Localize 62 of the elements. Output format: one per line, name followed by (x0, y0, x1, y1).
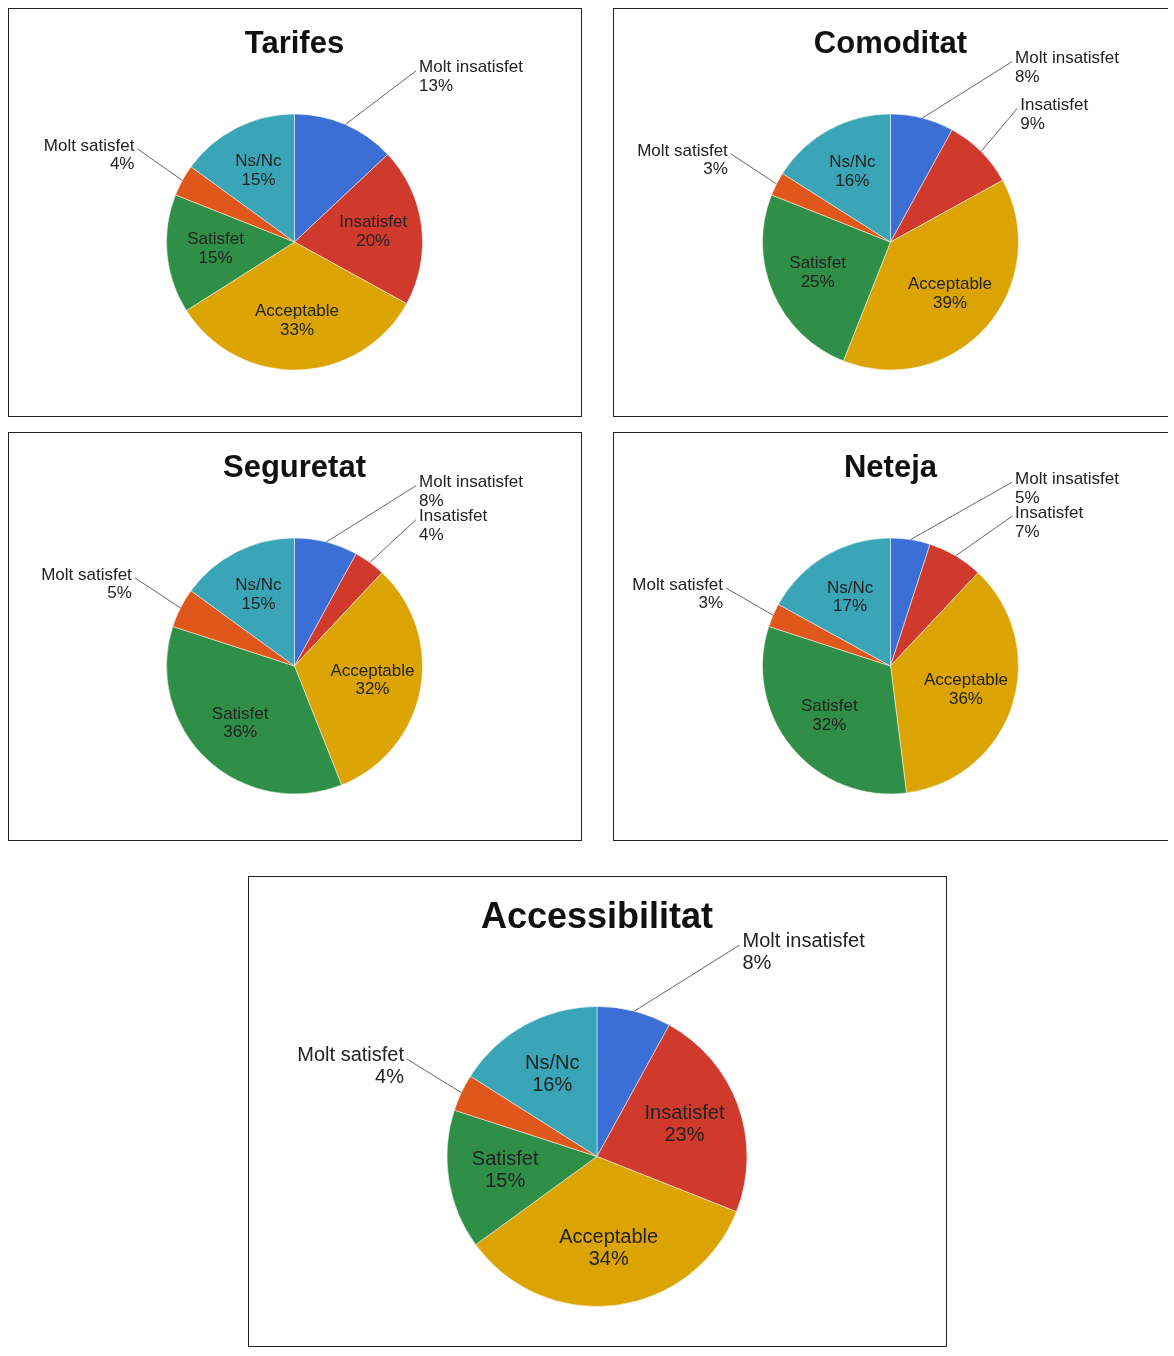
slice-label: Molt satisfet (297, 1043, 405, 1066)
slice-label: Molt satisfet (43, 135, 135, 155)
data-label: 32% (355, 679, 390, 699)
slice-label: Satisfet (187, 229, 245, 249)
slice-label: Ns/Nc (826, 577, 874, 597)
slice-label: Insatisfet (419, 506, 488, 526)
chart-title: Tarifes (244, 25, 345, 60)
data-label: 34% (588, 1246, 629, 1269)
slice-label: Acceptable (923, 670, 1009, 690)
data-label: 39% (933, 293, 968, 313)
data-label: 36% (223, 722, 258, 742)
data-label: 4% (109, 154, 135, 174)
data-label: 4% (419, 525, 444, 545)
data-label: 36% (948, 689, 983, 709)
data-label: 4% (375, 1065, 405, 1088)
data-label: 3% (698, 593, 724, 613)
slice-label: Molt insatisfet (1015, 48, 1120, 68)
slice-label: Ns/Nc (524, 1051, 580, 1073)
data-label: 20% (356, 230, 391, 250)
slice-label: Insatisfet (339, 211, 408, 231)
slice-label: Ns/Nc (829, 152, 876, 172)
slice-label: Molt satisfet (637, 140, 729, 160)
data-label: 9% (1020, 113, 1045, 133)
slice-label: Insatisfet (644, 1101, 725, 1123)
data-label: 15% (485, 1169, 526, 1192)
slice-label: Molt satisfet (632, 574, 724, 594)
data-label: 13% (419, 76, 454, 96)
data-label: 23% (664, 1123, 705, 1145)
data-label: 7% (1015, 521, 1040, 541)
slice-label: Ns/Nc (235, 575, 283, 595)
data-label: 15% (241, 169, 276, 189)
slice-label: Satisfet (471, 1147, 539, 1170)
chart-title: Accessibilitat (480, 895, 714, 936)
slice-label: Satisfet (801, 696, 858, 716)
data-label: 8% (1015, 67, 1040, 87)
slice-label: Acceptable (559, 1224, 659, 1247)
chart-title: Neteja (843, 449, 938, 484)
slice-label: Satisfet (211, 703, 269, 723)
slice-label: Ns/Nc (235, 151, 283, 171)
slice-label: Molt insatisfet (419, 57, 524, 77)
slice-label: Molt insatisfet (742, 929, 866, 952)
data-label: 8% (742, 951, 772, 974)
data-label: 3% (703, 159, 728, 179)
slice-label: Molt satisfet (41, 564, 133, 584)
slice-label: Satisfet (789, 253, 847, 273)
chart-title: Comoditat (813, 25, 968, 60)
data-label: 32% (812, 715, 847, 735)
data-label: 15% (241, 593, 276, 613)
slice-label: Acceptable (907, 274, 993, 294)
data-label: 17% (833, 596, 868, 616)
slice-label: Acceptable (254, 301, 340, 321)
data-label: 33% (279, 319, 315, 339)
data-label: 15% (198, 248, 233, 268)
slice-label: Molt insatisfet (1015, 468, 1120, 488)
slice-label: Insatisfet (1020, 95, 1089, 115)
data-label: 5% (107, 583, 132, 603)
data-label: 25% (800, 272, 835, 292)
data-label: 16% (835, 171, 870, 191)
slice-label: Acceptable (330, 660, 415, 680)
data-label: 16% (532, 1073, 573, 1095)
slice-label: Molt insatisfet (419, 472, 524, 492)
chart-title: Seguretat (223, 449, 366, 484)
